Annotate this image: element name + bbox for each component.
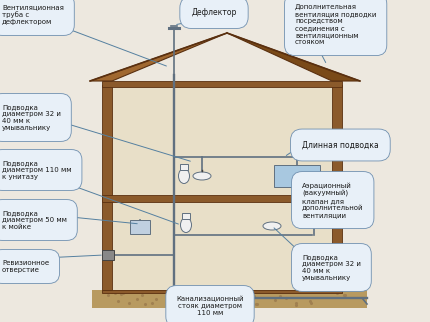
Bar	[182, 213, 190, 219]
Polygon shape	[227, 33, 360, 81]
Bar	[102, 250, 114, 260]
Bar	[180, 164, 188, 170]
Text: Аэрационный
(вакуумный)
клапан для
дополнительной
вентиляции: Аэрационный (вакуумный) клапан для допол…	[302, 182, 363, 218]
Ellipse shape	[178, 168, 190, 184]
Text: Подводка
диаметром 50 мм
к мойке: Подводка диаметром 50 мм к мойке	[2, 210, 67, 230]
Polygon shape	[90, 33, 227, 81]
Ellipse shape	[181, 217, 191, 232]
Text: Подводка
диаметром 32 и
40 мм к
умывальнику: Подводка диаметром 32 и 40 мм к умывальн…	[2, 104, 61, 131]
Ellipse shape	[193, 172, 211, 180]
Bar	[310, 213, 318, 225]
Text: Дополнительная
вентиляция подводки
посредством
соединения с
вентиляционным
стояк: Дополнительная вентиляция подводки посре…	[295, 4, 376, 45]
Polygon shape	[102, 81, 342, 87]
Text: Подводка
диаметром 110 мм
к унитазу: Подводка диаметром 110 мм к унитазу	[2, 160, 71, 180]
Polygon shape	[102, 85, 112, 290]
Polygon shape	[102, 290, 342, 293]
Polygon shape	[112, 85, 332, 290]
Polygon shape	[102, 195, 342, 202]
Text: Длинная подводка: Длинная подводка	[302, 140, 379, 149]
Polygon shape	[274, 165, 320, 187]
Polygon shape	[130, 220, 150, 234]
Text: Канализационный
стояк диаметром
110 мм: Канализационный стояк диаметром 110 мм	[176, 296, 244, 317]
Polygon shape	[332, 85, 342, 290]
Text: Дефлектор: Дефлектор	[191, 8, 236, 17]
Polygon shape	[92, 290, 367, 308]
Text: Вентиляционная
труба с
дефлектором: Вентиляционная труба с дефлектором	[2, 4, 64, 25]
Ellipse shape	[263, 222, 281, 230]
Text: Ревизионное
отверстие: Ревизионное отверстие	[2, 260, 49, 273]
Text: Подводка
диаметром 32 и
40 мм к
умывальнику: Подводка диаметром 32 и 40 мм к умывальн…	[302, 254, 361, 281]
